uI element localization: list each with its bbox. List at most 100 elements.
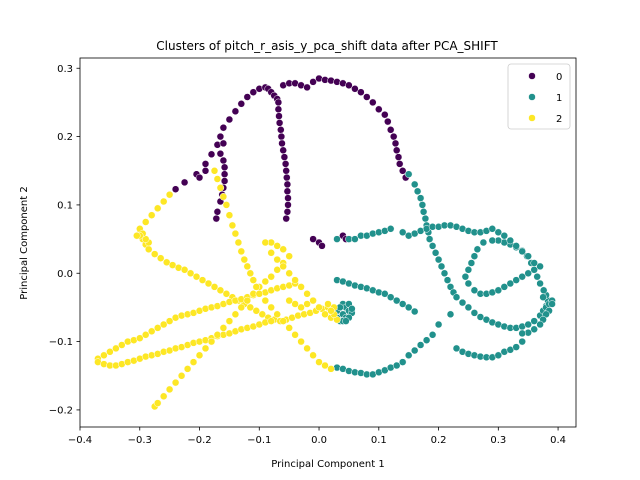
data-point	[291, 300, 299, 308]
data-point	[446, 310, 455, 319]
data-point	[231, 310, 240, 319]
data-point	[303, 344, 311, 353]
data-point	[524, 320, 532, 329]
data-point	[165, 385, 174, 394]
data-point	[318, 242, 326, 250]
data-point	[506, 279, 515, 288]
data-point	[228, 221, 237, 230]
data-point	[297, 337, 305, 346]
data-point	[284, 201, 292, 209]
data-point	[548, 300, 556, 308]
data-point	[357, 88, 365, 96]
data-point	[213, 331, 222, 339]
data-point	[219, 123, 228, 132]
data-point	[494, 351, 503, 360]
data-point	[494, 228, 503, 237]
data-point	[118, 341, 126, 349]
x-axis-ticks: −0.4 −0.3 −0.2 −0.1 0.0 0.1 0.2 0.3 0.4	[68, 427, 566, 446]
data-point	[159, 392, 168, 401]
data-point	[431, 249, 440, 257]
data-point	[180, 178, 189, 187]
data-point	[398, 167, 407, 175]
data-point	[428, 242, 437, 250]
data-point	[416, 341, 425, 349]
data-point	[279, 262, 287, 271]
data-point	[539, 286, 548, 295]
y-tick-label: 0.1	[57, 200, 73, 211]
data-point	[212, 214, 221, 223]
data-point	[273, 255, 281, 264]
data-point	[222, 290, 231, 298]
data-point	[281, 160, 290, 168]
data-point	[279, 146, 287, 155]
legend-item-1: 1	[528, 93, 562, 104]
data-point	[237, 247, 246, 256]
x-tick-label: 0.2	[431, 435, 447, 446]
data-point	[165, 190, 174, 199]
data-point	[533, 272, 541, 281]
data-point	[392, 146, 401, 155]
data-point	[315, 358, 323, 366]
data-point	[524, 269, 532, 278]
data-point	[198, 276, 207, 284]
data-point	[470, 252, 479, 260]
data-point	[297, 283, 305, 291]
data-point	[219, 192, 228, 201]
data-point	[536, 279, 544, 288]
data-point	[500, 231, 509, 240]
data-point	[494, 286, 503, 295]
y-axis-ticks: −0.2 −0.1 0.0 0.1 0.2 0.3	[49, 64, 80, 416]
data-point	[404, 351, 413, 360]
data-point	[309, 78, 317, 86]
data-point	[464, 303, 473, 312]
data-point	[285, 296, 293, 305]
data-point	[404, 303, 413, 312]
data-point	[452, 293, 461, 301]
data-point	[147, 211, 156, 219]
data-point	[434, 320, 443, 329]
data-point	[488, 236, 497, 245]
data-point	[363, 93, 371, 101]
data-point	[216, 184, 225, 192]
data-point	[434, 255, 443, 264]
data-point	[243, 93, 252, 101]
data-point	[443, 276, 452, 284]
legend: 0 1 2	[507, 63, 571, 130]
data-point	[398, 300, 407, 308]
data-point	[452, 344, 461, 353]
data-point	[237, 100, 246, 108]
data-point	[277, 132, 286, 141]
data-point	[195, 173, 204, 182]
data-point	[303, 300, 311, 308]
data-point	[369, 98, 377, 107]
data-point	[231, 229, 240, 238]
data-point	[440, 269, 449, 278]
data-point	[333, 235, 341, 243]
data-point	[278, 139, 286, 148]
data-point	[461, 272, 470, 281]
data-point	[261, 296, 270, 305]
data-point	[315, 303, 323, 312]
data-point	[324, 300, 332, 308]
data-point	[267, 272, 275, 281]
legend-box	[507, 63, 571, 130]
x-axis-title: Principal Component 1	[271, 459, 384, 470]
data-point	[479, 238, 488, 247]
x-tick-label: 0.0	[311, 435, 327, 446]
data-point	[413, 187, 422, 196]
data-point	[518, 337, 526, 346]
legend-label-1: 1	[556, 93, 562, 104]
data-point	[237, 303, 246, 312]
data-point	[279, 317, 287, 325]
data-point	[216, 149, 225, 158]
data-point	[375, 105, 383, 114]
data-point	[273, 310, 281, 319]
data-point	[524, 252, 532, 260]
data-point	[246, 269, 255, 278]
data-point	[386, 225, 395, 233]
chart-title: Clusters of pitch_r_asis_y_pca_shift dat…	[156, 39, 498, 53]
plot-frame	[79, 57, 577, 428]
y-tick-label: 0.0	[57, 269, 73, 280]
data-point	[255, 290, 264, 298]
